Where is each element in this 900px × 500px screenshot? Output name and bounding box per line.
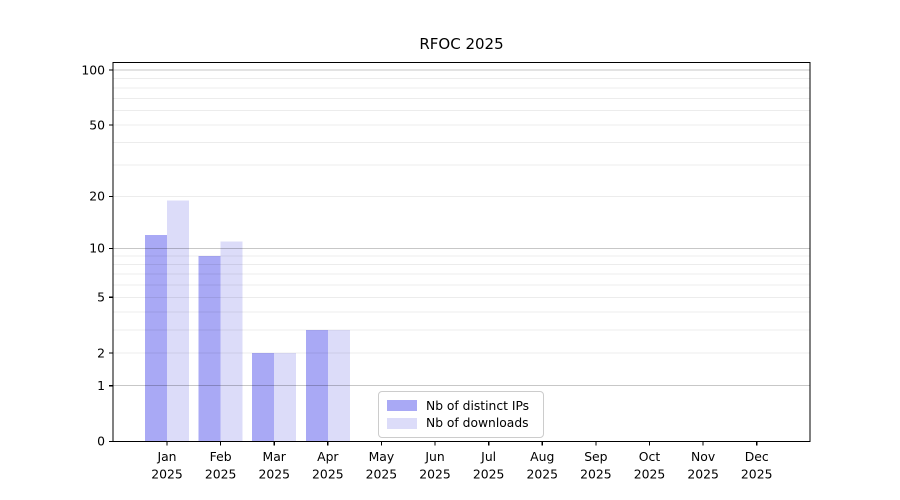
x-tick-label: Jan 2025 [151,449,183,482]
bar-jan-downloads [167,200,189,442]
y-tick-label: 1 [97,378,105,393]
legend-row-downloads: Nb of downloads [387,417,535,429]
y-tick-label: 0 [97,434,105,449]
x-tick-label: Sep 2025 [580,449,612,482]
x-tick-label: Jun 2025 [419,449,451,482]
legend-label-downloads: Nb of downloads [426,415,529,430]
x-tick-label: Apr 2025 [312,449,344,482]
legend-row-ips: Nb of distinct IPs [387,398,535,413]
legend-swatch-ips [387,400,417,412]
bar-apr-downloads [327,329,350,442]
bar-mar-ips [252,353,275,442]
bar-feb-ips [198,256,221,442]
bar-feb-downloads [220,241,243,442]
y-tick-label: 2 [97,345,105,360]
x-tick-label: Feb 2025 [205,449,237,482]
chart-title: RFOC 2025 [419,35,504,53]
y-tick-label: 100 [81,62,105,77]
bar-mar-downloads [274,353,297,442]
plot-frame [112,61,811,443]
x-tick-label: Mar 2025 [258,449,290,482]
x-tick-label: Dec 2025 [741,449,773,482]
x-tick-label: Nov 2025 [687,449,719,482]
x-tick-label: May 2025 [366,449,398,482]
y-tick-label: 5 [97,290,105,305]
legend-label-ips: Nb of distinct IPs [426,398,530,413]
x-tick-label: Oct 2025 [634,449,666,482]
y-tick-label: 20 [89,189,105,204]
bar-apr-ips [305,329,328,442]
x-tick-label: Jul 2025 [473,449,505,482]
legend: Nb of distinct IPs Nb of downloads [378,391,544,438]
x-tick-label: Aug 2025 [526,449,558,482]
y-tick-label: 10 [89,241,105,256]
y-tick-label: 50 [89,117,105,132]
bar-jan-ips [145,235,167,442]
legend-swatch-downloads [387,417,417,429]
